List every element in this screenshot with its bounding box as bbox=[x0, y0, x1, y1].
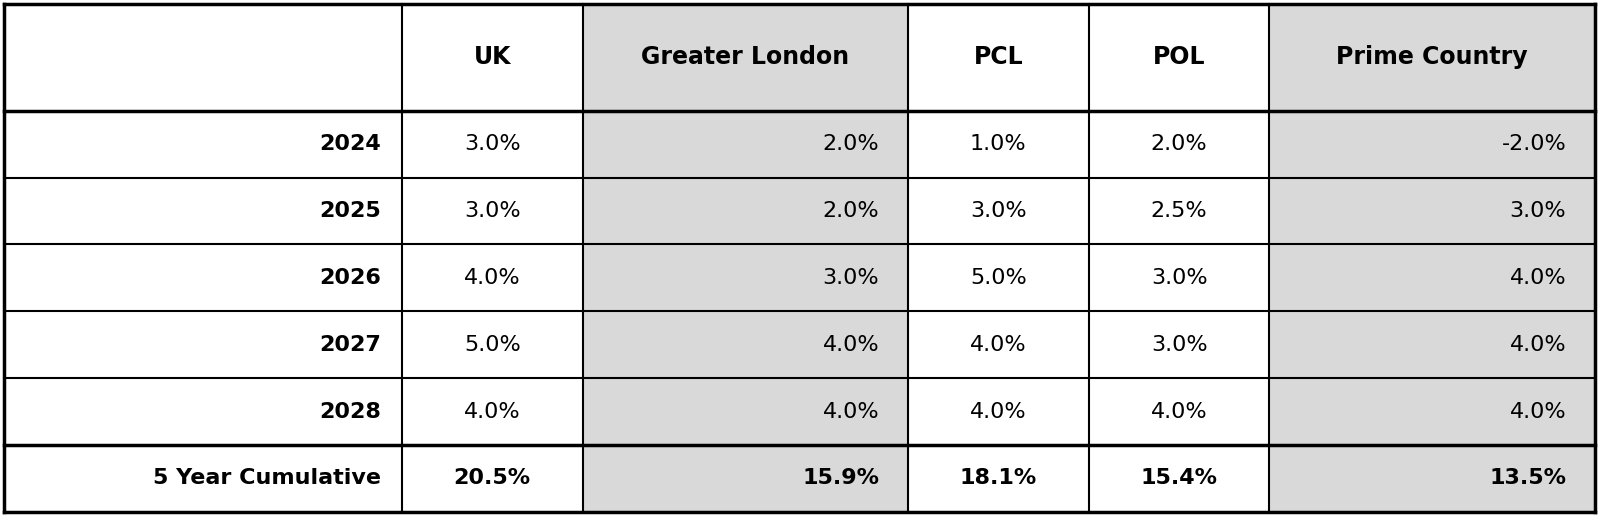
Bar bbox=[5, 111, 401, 178]
Text: 1.0%: 1.0% bbox=[971, 134, 1027, 154]
Bar bbox=[582, 445, 908, 512]
Bar bbox=[1270, 378, 1594, 445]
Text: 2025: 2025 bbox=[320, 201, 381, 221]
Bar bbox=[1270, 245, 1594, 311]
Bar bbox=[1089, 311, 1270, 378]
Text: 2028: 2028 bbox=[320, 401, 381, 422]
Bar bbox=[5, 178, 401, 245]
Text: 2.5%: 2.5% bbox=[1151, 201, 1207, 221]
Text: 4.0%: 4.0% bbox=[1509, 401, 1565, 422]
Text: 2.0%: 2.0% bbox=[823, 201, 879, 221]
Bar bbox=[5, 4, 401, 111]
Text: 3.0%: 3.0% bbox=[823, 268, 879, 288]
Bar bbox=[401, 378, 582, 445]
Bar bbox=[582, 4, 908, 111]
Text: 4.0%: 4.0% bbox=[1509, 335, 1565, 354]
Bar bbox=[582, 111, 908, 178]
Bar bbox=[1089, 445, 1270, 512]
Text: 3.0%: 3.0% bbox=[1151, 268, 1207, 288]
Text: 4.0%: 4.0% bbox=[971, 335, 1027, 354]
Text: 5.0%: 5.0% bbox=[971, 268, 1027, 288]
Bar bbox=[1089, 245, 1270, 311]
Bar bbox=[1270, 445, 1594, 512]
Text: 3.0%: 3.0% bbox=[971, 201, 1027, 221]
Text: 4.0%: 4.0% bbox=[823, 335, 879, 354]
Text: 4.0%: 4.0% bbox=[464, 268, 521, 288]
Text: 4.0%: 4.0% bbox=[823, 401, 879, 422]
Bar bbox=[1270, 311, 1594, 378]
Text: Prime Country: Prime Country bbox=[1337, 45, 1529, 70]
Text: 4.0%: 4.0% bbox=[1509, 268, 1565, 288]
Text: -2.0%: -2.0% bbox=[1501, 134, 1565, 154]
Bar bbox=[5, 378, 401, 445]
Bar bbox=[5, 311, 401, 378]
Text: PCL: PCL bbox=[974, 45, 1023, 70]
Text: 13.5%: 13.5% bbox=[1489, 469, 1565, 489]
Bar bbox=[908, 378, 1089, 445]
Text: 2027: 2027 bbox=[320, 335, 381, 354]
Bar bbox=[908, 311, 1089, 378]
Bar bbox=[908, 178, 1089, 245]
Bar bbox=[1089, 4, 1270, 111]
Bar bbox=[1270, 111, 1594, 178]
Text: POL: POL bbox=[1153, 45, 1206, 70]
Text: 5 Year Cumulative: 5 Year Cumulative bbox=[154, 469, 381, 489]
Text: 5.0%: 5.0% bbox=[464, 335, 521, 354]
Bar bbox=[401, 445, 582, 512]
Text: Greater London: Greater London bbox=[641, 45, 849, 70]
Text: 2.0%: 2.0% bbox=[1151, 134, 1207, 154]
Bar bbox=[401, 311, 582, 378]
Bar bbox=[582, 311, 908, 378]
Text: 2024: 2024 bbox=[320, 134, 381, 154]
Bar bbox=[908, 445, 1089, 512]
Text: 4.0%: 4.0% bbox=[971, 401, 1027, 422]
Text: 18.1%: 18.1% bbox=[959, 469, 1038, 489]
Text: 2026: 2026 bbox=[320, 268, 381, 288]
Bar bbox=[908, 4, 1089, 111]
Bar bbox=[5, 445, 401, 512]
Bar bbox=[582, 245, 908, 311]
Text: 20.5%: 20.5% bbox=[454, 469, 531, 489]
Text: 3.0%: 3.0% bbox=[464, 134, 521, 154]
Bar bbox=[401, 178, 582, 245]
Bar bbox=[401, 4, 582, 111]
Bar bbox=[1270, 178, 1594, 245]
Text: 3.0%: 3.0% bbox=[1509, 201, 1565, 221]
Text: UK: UK bbox=[473, 45, 512, 70]
Text: 3.0%: 3.0% bbox=[464, 201, 521, 221]
Text: 3.0%: 3.0% bbox=[1151, 335, 1207, 354]
Text: 15.9%: 15.9% bbox=[803, 469, 879, 489]
Bar bbox=[1089, 378, 1270, 445]
Text: 4.0%: 4.0% bbox=[1151, 401, 1207, 422]
Bar bbox=[401, 245, 582, 311]
Bar bbox=[5, 245, 401, 311]
Text: 4.0%: 4.0% bbox=[464, 401, 521, 422]
Bar bbox=[1089, 111, 1270, 178]
Text: 15.4%: 15.4% bbox=[1140, 469, 1217, 489]
Bar bbox=[582, 378, 908, 445]
Bar bbox=[908, 245, 1089, 311]
Bar bbox=[582, 178, 908, 245]
Bar bbox=[401, 111, 582, 178]
Bar bbox=[1270, 4, 1594, 111]
Text: 2.0%: 2.0% bbox=[823, 134, 879, 154]
Bar bbox=[908, 111, 1089, 178]
Bar bbox=[1089, 178, 1270, 245]
